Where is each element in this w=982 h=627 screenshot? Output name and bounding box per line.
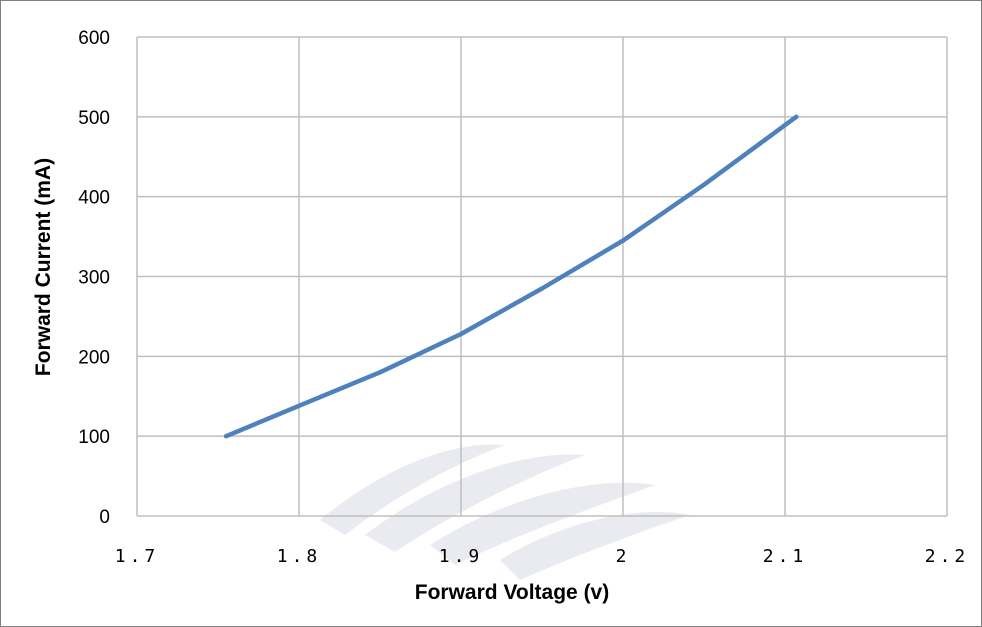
x-tick-label: 2.2	[925, 546, 970, 567]
y-tick-label: 0	[99, 507, 110, 528]
y-axis-title: Forward Current (mA)	[32, 158, 55, 376]
watermark	[320, 444, 690, 580]
series-layer	[223, 114, 799, 439]
x-axis-ticks: 1.7 1.8 1.9 2 2.1 2.2	[115, 546, 970, 567]
y-tick-label: 400	[78, 188, 110, 209]
x-axis-title: Forward Voltage (v)	[415, 581, 609, 604]
series-line-0	[223, 114, 799, 439]
x-tick-label: 2.1	[763, 546, 808, 567]
y-tick-label: 300	[78, 268, 110, 289]
y-axis-ticks: 0 100 200 300 400 500 600	[78, 28, 110, 528]
y-tick-label: 500	[78, 108, 110, 129]
x-tick-label: 1.7	[115, 546, 160, 567]
x-tick-label: 1.8	[277, 546, 322, 567]
x-tick-label: 1.9	[439, 546, 484, 567]
y-tick-label: 200	[78, 347, 110, 368]
y-tick-label: 600	[78, 28, 110, 49]
grid-lines	[136, 36, 948, 517]
y-tick-label: 100	[78, 427, 110, 448]
x-tick-label: 2	[616, 546, 631, 567]
